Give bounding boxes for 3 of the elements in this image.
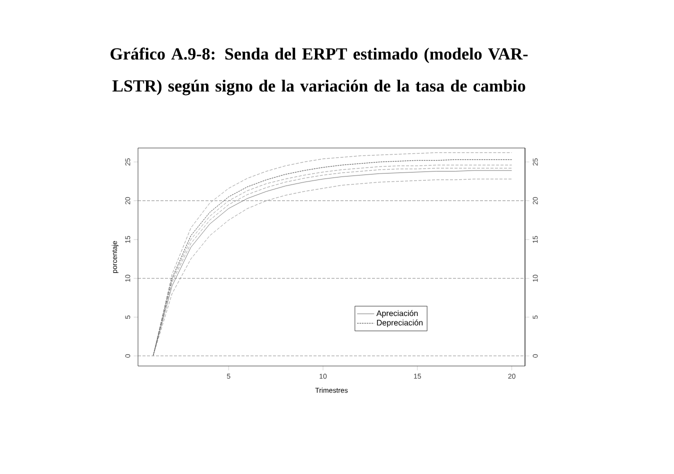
chart-title: Gráfico A.9-8: Senda del ERPT estimado (modelo VAR-LSTR) según signo de la variación de la tasa de cambio [110,48,528,96]
legend-label: Depreciación [377,320,423,328]
legend-label: Apreciación [376,310,418,318]
